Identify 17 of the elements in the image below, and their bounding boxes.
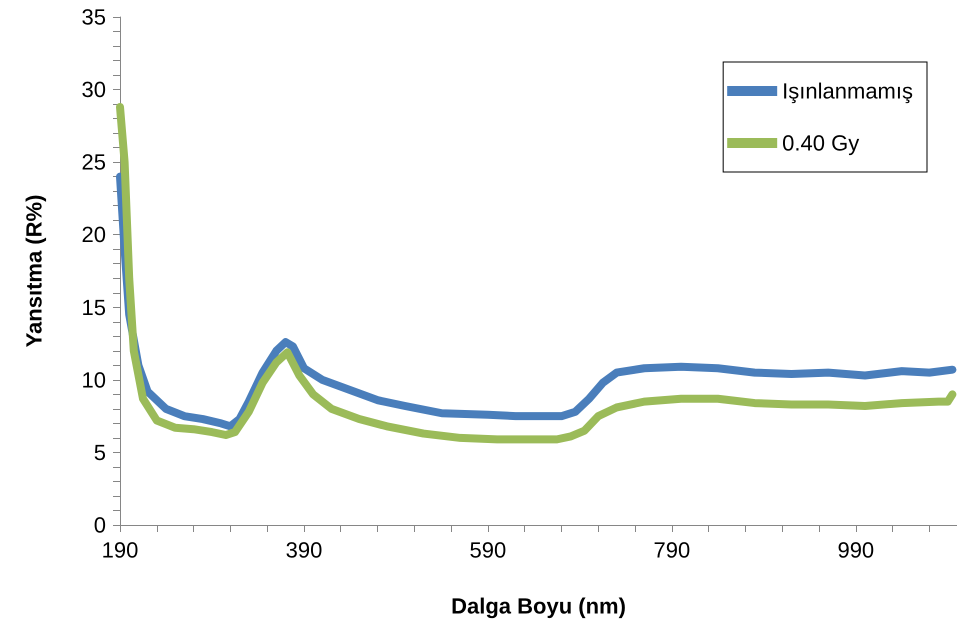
y-tick-label: 5 [94,440,106,465]
x-tick-label: 190 [102,538,138,562]
x-tick-label: 390 [286,538,322,562]
y-tick-label: 25 [82,150,106,175]
y-tick-label: 15 [82,294,106,320]
y-tick-label: 35 [82,4,106,30]
legend-label: 0.40 Gy [782,130,860,156]
legend-label: Işınlanmamış [782,78,914,104]
x-axis-title: Dalga Boyu (nm) [451,594,626,618]
y-axis-title: Yansıtma (R%) [22,194,46,348]
x-tick-label: 990 [837,538,874,562]
y-tick-label: 10 [82,367,106,392]
y-tick-label: 30 [82,77,106,102]
y-tick-label: 20 [82,222,106,248]
x-tick-label: 590 [470,538,506,562]
y-tick-label: 0 [94,512,106,538]
x-tick-label: 790 [654,538,690,562]
